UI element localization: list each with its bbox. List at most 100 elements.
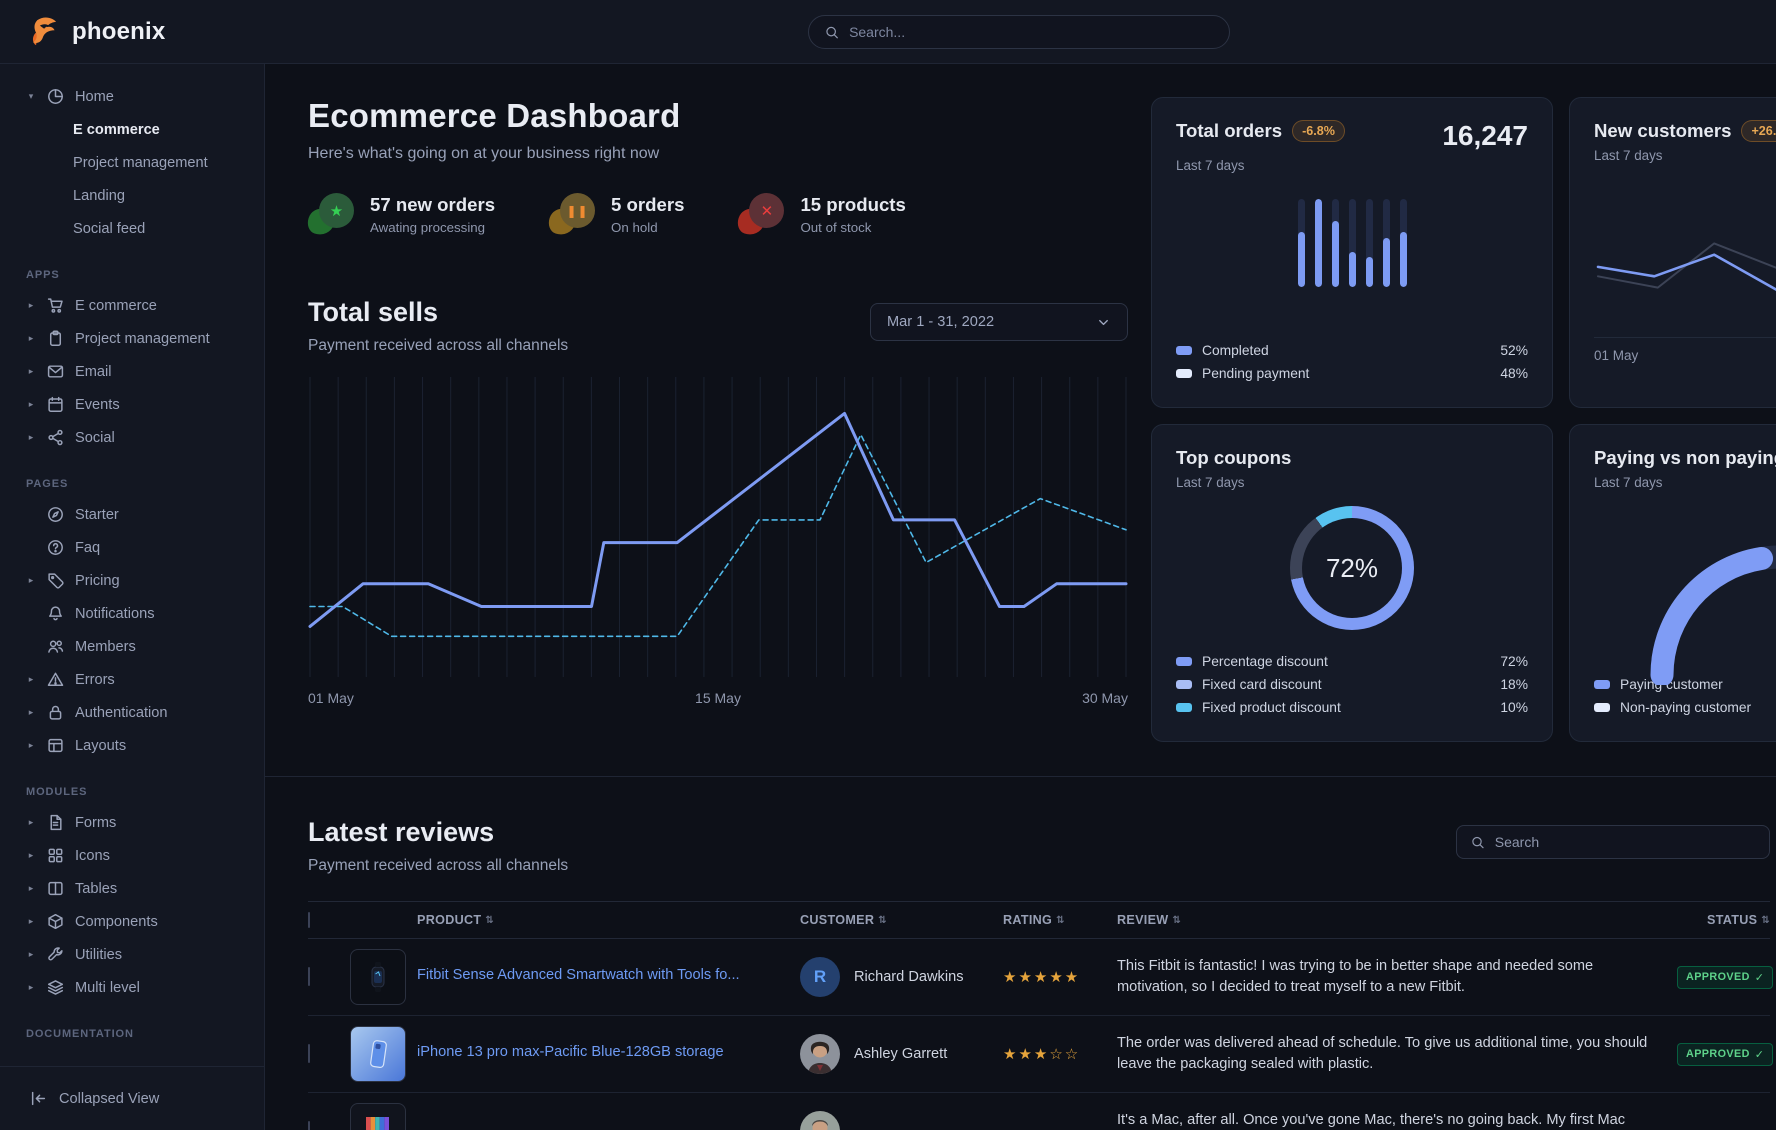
stat-subtitle: Awating processing xyxy=(370,219,486,235)
star-icon: ★ xyxy=(304,193,356,239)
sidebar-item-ecommerce[interactable]: ▸ E commerce xyxy=(0,289,264,322)
sidebar-item-errors[interactable]: ▸ Errors xyxy=(0,663,264,696)
share-icon xyxy=(47,429,64,446)
legend-value: 48% xyxy=(1500,366,1528,381)
x-icon: ✕ xyxy=(735,193,786,239)
rating-stars: ★★★★★ xyxy=(1003,967,1081,986)
column-header-customer[interactable]: CUSTOMER xyxy=(800,913,1003,927)
new-customers-chart: 01 May xyxy=(1594,226,1776,363)
new-customers-card: New customers +26.5% Last 7 days 01 May xyxy=(1569,97,1776,408)
x-tick: 15 May xyxy=(695,690,741,706)
card-title: Paying vs non paying xyxy=(1594,447,1776,468)
sidebar-item-label: Members xyxy=(75,638,136,655)
column-header-status[interactable]: STATUS xyxy=(1677,913,1770,927)
orders-legend: Completed 52% Pending payment 48% xyxy=(1176,339,1528,385)
cart-icon xyxy=(47,297,64,314)
legend-value: 18% xyxy=(1500,677,1528,692)
latest-reviews-section: Latest reviews Payment received across a… xyxy=(265,777,1776,1130)
sidebar-item-members[interactable]: Members xyxy=(0,630,264,663)
bell-icon xyxy=(47,605,64,622)
row-checkbox[interactable] xyxy=(308,967,310,986)
legend-value: 10% xyxy=(1500,700,1528,715)
collapsed-view-button[interactable]: Collapsed View xyxy=(0,1066,264,1130)
product-link[interactable]: Fitbit Sense Advanced Smartwatch with To… xyxy=(417,966,740,983)
avatar[interactable] xyxy=(800,1111,840,1130)
section-label-pages: PAGES xyxy=(26,478,69,490)
navbar-search[interactable] xyxy=(808,15,1230,49)
donut-center-value: 72% xyxy=(1325,552,1379,583)
sidebar-item-project-management[interactable]: ▸ Project management xyxy=(0,322,264,355)
table-row: It's a Mac, after all. Once you've gone … xyxy=(308,1093,1770,1130)
phoenix-logo-icon xyxy=(28,15,62,49)
date-range-select[interactable]: Mar 1 - 31, 2022 xyxy=(870,303,1128,341)
sidebar-item-home[interactable]: ▾ Home xyxy=(0,80,264,113)
orders-bar-chart xyxy=(1297,199,1407,287)
legend-swatch xyxy=(1176,657,1192,666)
column-header-rating[interactable]: RATING xyxy=(1003,913,1117,927)
paying-vs-nonpaying-card: Paying vs non paying Last 7 days Paying … xyxy=(1569,424,1776,742)
sidebar-item-layouts[interactable]: ▸ Layouts xyxy=(0,729,264,762)
stat-title: 5 orders xyxy=(611,193,685,215)
sidebar-item-pricing[interactable]: ▸ Pricing xyxy=(0,564,264,597)
clipboard-icon xyxy=(47,330,64,347)
collapse-icon xyxy=(30,1090,47,1107)
reviews-table: PRODUCT CUSTOMER RATING REVIEW STATUS xyxy=(308,901,1774,1130)
column-header-review[interactable]: REVIEW xyxy=(1117,913,1677,927)
sidebar-item-faq[interactable]: Faq xyxy=(0,531,264,564)
question-circle-icon xyxy=(47,539,64,556)
sidebar-item-events[interactable]: ▸ Events xyxy=(0,388,264,421)
pause-icon: ❚❚ xyxy=(545,193,597,239)
legend-value: 52% xyxy=(1500,343,1528,358)
card-period: Last 7 days xyxy=(1176,475,1245,490)
sidebar-item-ecommerce-dashboard[interactable]: E commerce xyxy=(73,121,160,138)
row-checkbox[interactable] xyxy=(308,1121,310,1130)
product-link[interactable]: iPhone 13 pro max-Pacific Blue-128GB sto… xyxy=(417,1043,724,1060)
section-label-modules: MODULES xyxy=(26,786,88,798)
coupons-donut-chart: 72% xyxy=(1290,506,1414,630)
sidebar-item-label: Starter xyxy=(75,506,119,523)
caret-right-icon: ▸ xyxy=(28,366,34,377)
sidebar-item-icons[interactable]: ▸ Icons xyxy=(0,839,264,872)
sidebar-item-authentication[interactable]: ▸ Authentication xyxy=(0,696,264,729)
sidebar-item-utilities[interactable]: ▸ Utilities xyxy=(0,938,264,971)
table-header: PRODUCT CUSTOMER RATING REVIEW STATUS xyxy=(308,901,1770,939)
sidebar-item-social-feed[interactable]: Social feed xyxy=(73,220,146,237)
layers-icon xyxy=(47,979,64,996)
caret-right-icon: ▸ xyxy=(28,300,34,311)
row-checkbox[interactable] xyxy=(308,1044,310,1063)
sidebar-item-notifications[interactable]: Notifications xyxy=(0,597,264,630)
reviews-search[interactable] xyxy=(1456,825,1770,859)
file-text-icon xyxy=(47,814,64,831)
legend-label: Completed xyxy=(1202,343,1269,358)
sidebar-item-forms[interactable]: ▸ Forms xyxy=(0,806,264,839)
total-sells-subtitle: Payment received across all channels xyxy=(308,337,569,354)
caret-down-icon: ▾ xyxy=(28,91,34,102)
product-thumbnail[interactable] xyxy=(350,1026,406,1082)
sidebar-item-label: Project management xyxy=(75,330,210,347)
sidebar-item-email[interactable]: ▸ Email xyxy=(0,355,264,388)
brand[interactable]: phoenix xyxy=(28,15,165,49)
customer-name: Ashley Garrett xyxy=(854,1046,948,1062)
sidebar-item-project-management-dashboard[interactable]: Project management xyxy=(73,154,208,171)
legend-swatch xyxy=(1176,346,1192,355)
sidebar-item-tables[interactable]: ▸ Tables xyxy=(0,872,264,905)
x-tick: 01 May xyxy=(1594,348,1639,363)
sidebar-item-label: Multi level xyxy=(75,979,140,996)
coupons-legend: Percentage discount 72% Fixed card disco… xyxy=(1176,650,1528,719)
sidebar-item-landing[interactable]: Landing xyxy=(73,187,125,204)
select-all-checkbox[interactable] xyxy=(308,912,310,928)
sidebar-item-multi-level[interactable]: ▸ Multi level xyxy=(0,971,264,1004)
table-row: iPhone 13 pro max-Pacific Blue-128GB sto… xyxy=(308,1016,1774,1093)
product-thumbnail[interactable] xyxy=(350,1103,406,1130)
avatar[interactable] xyxy=(800,1034,840,1074)
sidebar-item-social[interactable]: ▸ Social xyxy=(0,421,264,454)
sidebar-item-components[interactable]: ▸ Components xyxy=(0,905,264,938)
navbar-search-input[interactable] xyxy=(849,24,1213,40)
column-header-product[interactable]: PRODUCT xyxy=(417,913,800,927)
reviews-search-input[interactable] xyxy=(1494,834,1755,850)
product-thumbnail[interactable] xyxy=(350,949,406,1005)
avatar[interactable]: R xyxy=(800,957,840,997)
sidebar-item-starter[interactable]: Starter xyxy=(0,498,264,531)
wrench-icon xyxy=(47,946,64,963)
sidebar-item-label: Authentication xyxy=(75,704,168,721)
